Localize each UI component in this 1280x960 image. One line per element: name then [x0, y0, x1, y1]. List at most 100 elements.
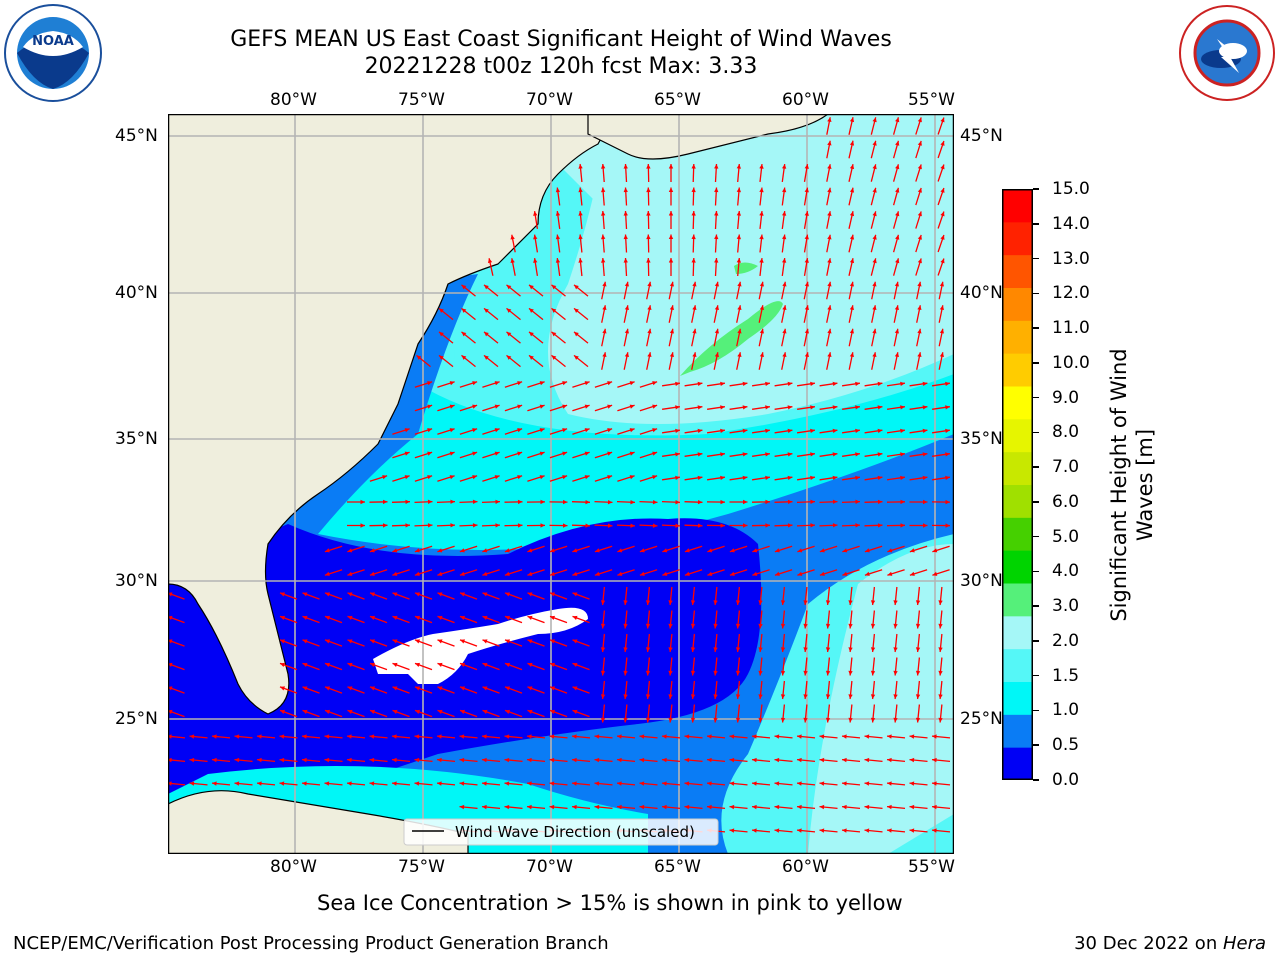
wave-direction-arrowhead: [729, 548, 735, 553]
wave-direction-arrowhead: [578, 234, 583, 240]
wave-direction-arrowhead: [782, 187, 787, 193]
wave-direction-arrowhead: [691, 187, 696, 193]
wave-direction-arrowhead: [804, 281, 809, 287]
wave-direction-arrowhead: [819, 781, 825, 786]
wave-direction-arrowhead: [922, 428, 928, 433]
wave-direction-arrowhead: [506, 308, 512, 313]
wave-direction-arrowhead: [594, 734, 600, 739]
wave-direction-arrowhead: [827, 305, 832, 310]
wave-direction-arrowhead: [765, 475, 770, 480]
wave-direction-arrowhead: [437, 571, 443, 576]
wave-direction-arrowhead: [555, 234, 561, 240]
wave-direction-arrowhead: [827, 164, 832, 169]
wave-direction-arrowhead: [482, 781, 487, 786]
wave-direction-arrowhead: [495, 499, 500, 504]
colorbar-tick: [1033, 257, 1039, 260]
wave-direction-arrowhead: [787, 452, 793, 457]
wave-direction-arrowhead: [752, 734, 757, 739]
wave-direction-arrowhead: [849, 328, 854, 334]
wave-direction-arrowhead: [646, 187, 651, 193]
wave-direction-arrowhead: [662, 804, 667, 810]
wave-direction-arrowhead: [487, 258, 493, 264]
wave-direction-arrowhead: [578, 258, 583, 263]
wave-direction-arrowhead: [563, 523, 568, 528]
wave-direction-arrowhead: [601, 187, 606, 193]
wave-direction-arrowhead: [437, 734, 442, 739]
wave-direction-arrowhead: [669, 281, 674, 287]
wave-direction-arrowhead: [405, 523, 410, 528]
colorbar-swatch: [1002, 386, 1033, 420]
wave-direction-arrowhead: [459, 804, 465, 810]
wave-direction-arrowhead: [347, 662, 353, 667]
wave-direction-arrowhead: [915, 717, 921, 723]
wave-direction-arrowhead: [639, 548, 645, 553]
wave-direction-arrowhead: [461, 355, 467, 360]
wave-direction-arrowhead: [562, 404, 568, 409]
wave-direction-arrowhead: [533, 211, 538, 216]
wave-direction-arrowhead: [585, 500, 590, 505]
wave-direction-arrowhead: [743, 523, 748, 528]
wave-direction-arrowhead: [832, 523, 838, 528]
lon-label-bottom-65w: 65°W: [654, 857, 701, 877]
wave-direction-arrowhead: [797, 757, 802, 763]
wave-direction-arrowhead: [539, 451, 545, 456]
wave-direction-arrowhead: [870, 717, 876, 723]
wave-direction-arrowhead: [842, 548, 848, 553]
wave-direction-arrowhead: [895, 211, 900, 217]
wave-direction-arrowhead: [517, 428, 523, 433]
wave-direction-arrowhead: [692, 305, 697, 310]
wave-direction-arrowhead: [617, 548, 623, 553]
wave-direction-arrowhead: [691, 234, 696, 240]
wave-direction-arrowhead: [555, 211, 561, 216]
wave-direction-arrowhead: [720, 475, 725, 480]
wave-direction-arrowhead: [460, 662, 465, 667]
wave-direction-arrowhead: [737, 281, 742, 287]
wave-direction-arrowhead: [594, 757, 600, 763]
wave-direction-arrowhead: [617, 757, 622, 763]
wave-direction-arrowhead: [645, 647, 651, 652]
wave-direction-arrowhead: [668, 164, 674, 169]
wave-direction-arrowhead: [887, 804, 892, 810]
wave-direction-arrowhead: [392, 781, 397, 786]
wave-direction-arrowhead: [189, 757, 195, 763]
wave-direction-arrowhead: [887, 548, 893, 553]
wave-direction-arrowhead: [893, 623, 898, 629]
wave-direction-arrowhead: [645, 694, 651, 699]
wave-direction-arrowhead: [707, 734, 712, 739]
wave-direction-arrowhead: [870, 600, 876, 605]
wave-direction-arrowhead: [234, 734, 240, 739]
wave-direction-arrowhead: [720, 381, 725, 386]
wave-direction-arrowhead: [645, 623, 651, 629]
wave-direction-arrowhead: [529, 355, 534, 360]
wave-direction-arrowhead: [369, 548, 375, 553]
wave-direction-arrowhead: [623, 234, 628, 240]
wave-direction-arrowhead: [787, 475, 793, 480]
colorbar-swatch: [1002, 418, 1033, 453]
wave-direction-arrowhead: [842, 804, 847, 810]
wave-direction-arrowhead: [932, 828, 937, 833]
wave-direction-arrowhead: [940, 141, 945, 146]
wave-direction-arrowhead: [669, 352, 674, 357]
wave-direction-arrowhead: [848, 694, 853, 699]
wave-direction-arrowhead: [692, 328, 697, 334]
lon-label-top-60w: 60°W: [782, 90, 829, 110]
wave-direction-arrowhead: [735, 600, 741, 605]
wave-direction-arrowhead: [810, 405, 815, 410]
wave-direction-arrowhead: [449, 404, 455, 409]
legend-label: Wind Wave Direction (unscaled): [455, 823, 695, 841]
wave-direction-arrowhead: [504, 757, 510, 763]
wave-direction-arrowhead: [825, 694, 831, 699]
wave-direction-arrowhead: [302, 709, 308, 714]
wave-direction-arrowhead: [765, 381, 770, 386]
wave-direction-arrowhead: [302, 639, 308, 644]
wave-direction-arrowhead: [369, 781, 375, 786]
wave-direction-arrowhead: [652, 404, 658, 409]
wave-direction-arrowhead: [646, 211, 651, 216]
wave-direction-arrowhead: [895, 164, 900, 170]
wave-direction-arrowhead: [461, 331, 467, 337]
wave-direction-arrowhead: [938, 600, 943, 605]
wave-direction-arrowhead: [482, 686, 488, 691]
wave-direction-arrowhead: [697, 500, 703, 505]
wave-direction-arrowhead: [504, 571, 510, 576]
wave-direction-arrowhead: [624, 281, 629, 287]
